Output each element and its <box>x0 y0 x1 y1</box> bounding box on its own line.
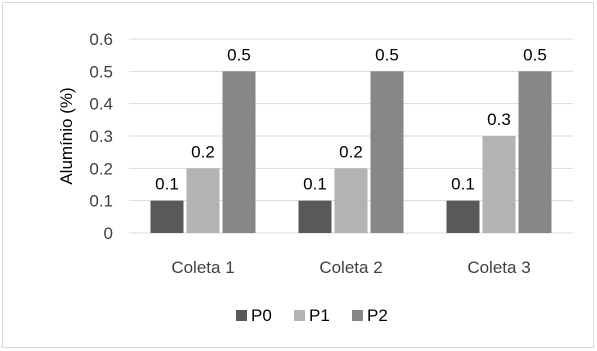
y-tick-label: 0.6 <box>89 30 113 49</box>
legend-swatch-p1 <box>294 310 305 321</box>
y-axis-title: Alumínio (%) <box>57 87 76 184</box>
data-label: 0.1 <box>303 175 327 194</box>
data-label: 0.1 <box>155 175 179 194</box>
data-label: 0.2 <box>339 142 363 161</box>
legend-swatch-p2 <box>352 310 363 321</box>
bar-p1 <box>186 168 220 233</box>
bar-p0 <box>446 200 480 233</box>
data-label: 0.2 <box>191 142 215 161</box>
data-label: 0.5 <box>523 45 547 64</box>
x-tick-label: Coleta 2 <box>319 258 382 277</box>
y-tick-label: 0.5 <box>89 62 113 81</box>
bar-p2 <box>222 71 256 233</box>
data-label: 0.5 <box>227 45 251 64</box>
legend-label: P1 <box>309 306 330 325</box>
y-tick-label: 0.2 <box>89 159 113 178</box>
x-tick-label: Coleta 1 <box>171 258 234 277</box>
bar-p1 <box>334 168 368 233</box>
legend-label: P2 <box>367 306 388 325</box>
y-tick-label: 0.1 <box>89 192 113 211</box>
bar-p2 <box>370 71 404 233</box>
legend-swatch-p0 <box>236 310 247 321</box>
y-tick-label: 0 <box>104 224 113 243</box>
y-tick-label: 0.3 <box>89 127 113 146</box>
y-tick-label: 0.4 <box>89 95 113 114</box>
bar-p0 <box>298 200 332 233</box>
legend-label: P0 <box>251 306 272 325</box>
data-label: 0.5 <box>375 45 399 64</box>
bar-p2 <box>518 71 552 233</box>
data-label: 0.1 <box>451 175 475 194</box>
bar-p0 <box>150 200 184 233</box>
x-tick-label: Coleta 3 <box>467 258 530 277</box>
bar-p1 <box>482 136 516 233</box>
data-label: 0.3 <box>487 110 511 129</box>
